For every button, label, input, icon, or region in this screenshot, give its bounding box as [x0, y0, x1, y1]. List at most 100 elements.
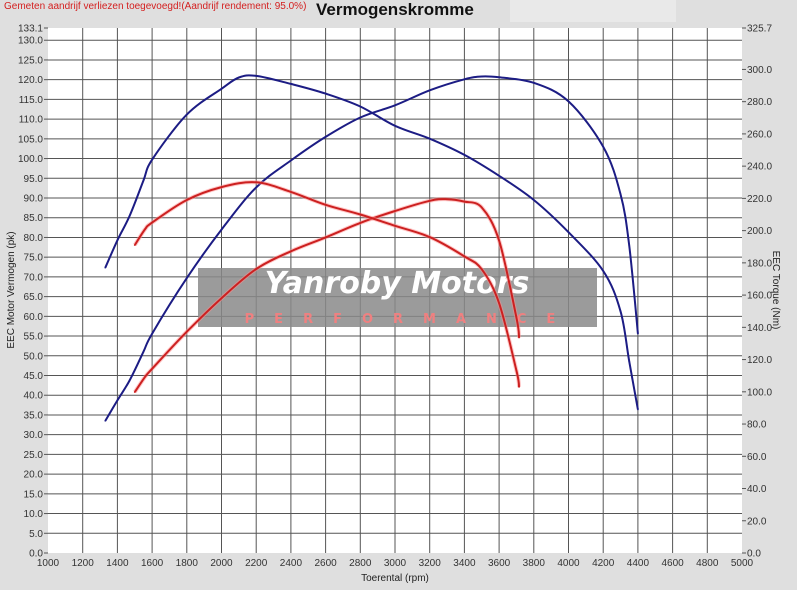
x-tick-label: 3600	[488, 558, 511, 569]
data-point	[359, 116, 362, 119]
data-point	[238, 76, 240, 79]
x-tick-label: 3400	[453, 558, 476, 569]
data-point	[133, 391, 136, 393]
y-tick-label: 60.0	[24, 312, 44, 323]
y-tick-label: 125.0	[18, 55, 43, 66]
y-tick-label: 55.0	[24, 332, 44, 343]
y-tick-label: 35.0	[24, 410, 44, 421]
y-tick-label: 80.0	[24, 233, 44, 244]
data-point	[602, 270, 604, 272]
data-point	[104, 266, 107, 269]
y2-axis-label: EEC Torque (Nm)	[770, 251, 781, 330]
y-tick-label: 15.0	[24, 489, 44, 500]
data-point	[151, 332, 153, 335]
y2-tick-label: 140.0	[747, 323, 772, 334]
y-tick-label: 65.0	[24, 292, 44, 303]
data-point	[186, 113, 188, 116]
data-point	[290, 191, 292, 193]
data-point	[116, 239, 119, 242]
data-point	[394, 210, 396, 212]
data-point	[463, 154, 466, 156]
data-point	[498, 239, 500, 242]
y2-tick-label: 60.0	[747, 452, 767, 463]
data-point	[602, 145, 604, 148]
x-tick-label: 2400	[280, 558, 303, 569]
y2-tick-label: 325.7	[747, 24, 772, 35]
x-tick-label: 1200	[72, 558, 95, 569]
y2-tick-label: 220.0	[747, 194, 772, 205]
data-point	[359, 222, 362, 224]
data-point	[220, 297, 223, 299]
data-point	[324, 236, 327, 239]
y2-tick-label: 180.0	[747, 258, 772, 269]
y2-tick-label: 160.0	[747, 291, 772, 302]
data-point	[394, 224, 396, 227]
y-tick-label: 30.0	[24, 430, 44, 441]
y-tick-label: 45.0	[24, 371, 44, 382]
y2-tick-label: 40.0	[747, 484, 767, 495]
data-point	[463, 78, 466, 81]
curves	[104, 74, 639, 422]
data-point	[151, 367, 153, 370]
y2-tick-label: 280.0	[747, 97, 772, 108]
x-tick-label: 2200	[245, 558, 268, 569]
watermark-logo: Yanroby Motors PERFORMANCE	[198, 266, 597, 327]
data-point	[324, 204, 327, 206]
data-point	[255, 181, 257, 184]
data-point	[324, 92, 327, 95]
y-tick-label: 90.0	[24, 194, 44, 205]
data-point	[359, 213, 362, 216]
drivetrain-loss-note: Gemeten aandrijf verliezen toegevoegd!(A…	[4, 1, 307, 12]
data-point	[133, 244, 136, 246]
y-tick-label: 133.1	[18, 24, 43, 35]
data-point	[290, 83, 292, 85]
data-point	[220, 87, 223, 90]
data-point	[518, 336, 520, 339]
y-tick-label: 105.0	[18, 134, 43, 145]
data-point	[290, 250, 292, 253]
x-tick-label: 2000	[210, 558, 233, 569]
y-tick-label: 100.0	[18, 154, 43, 165]
series-line-torque-3	[133, 181, 521, 388]
data-point	[186, 199, 188, 201]
data-point	[151, 221, 153, 224]
x-tick-label: 2600	[314, 558, 337, 569]
data-point	[533, 82, 535, 84]
x-tick-label: 3000	[384, 558, 407, 569]
y2-tick-label: 120.0	[747, 355, 772, 366]
x-axis-label: Toerental (rpm)	[361, 573, 429, 584]
header-blank-box	[510, 0, 676, 22]
x-tick-label: 5000	[731, 558, 754, 569]
data-point	[144, 228, 146, 230]
data-point	[463, 255, 466, 258]
data-point	[290, 159, 292, 162]
data-point	[128, 215, 131, 217]
chart-title: Vermogenskromme	[316, 0, 474, 19]
data-point	[567, 231, 570, 234]
y-tick-label: 75.0	[24, 253, 44, 264]
y2-tick-label: 80.0	[747, 420, 767, 431]
x-tick-label: 1600	[141, 558, 164, 569]
data-point	[637, 332, 639, 335]
y-tick-label: 40.0	[24, 391, 44, 402]
data-point	[144, 375, 146, 378]
y-tick-label: 95.0	[24, 174, 44, 185]
y2-tick-label: 0.0	[747, 549, 761, 560]
series-line-torque-1	[104, 74, 639, 410]
data-point	[515, 317, 518, 319]
data-point	[116, 399, 119, 402]
data-point	[480, 268, 483, 271]
data-point	[255, 75, 257, 77]
y-tick-label: 110.0	[19, 115, 44, 126]
data-point	[220, 186, 223, 188]
x-tick-label: 3200	[419, 558, 442, 569]
bottom-strip	[0, 590, 797, 595]
data-point	[428, 89, 431, 92]
x-tick-label: 3800	[523, 558, 546, 569]
y2-tick-label: 200.0	[747, 226, 772, 237]
y2-tick-label: 20.0	[747, 516, 767, 527]
data-point	[428, 199, 431, 202]
y-tick-label: 10.0	[24, 509, 44, 520]
y-tick-label: 25.0	[24, 450, 44, 461]
